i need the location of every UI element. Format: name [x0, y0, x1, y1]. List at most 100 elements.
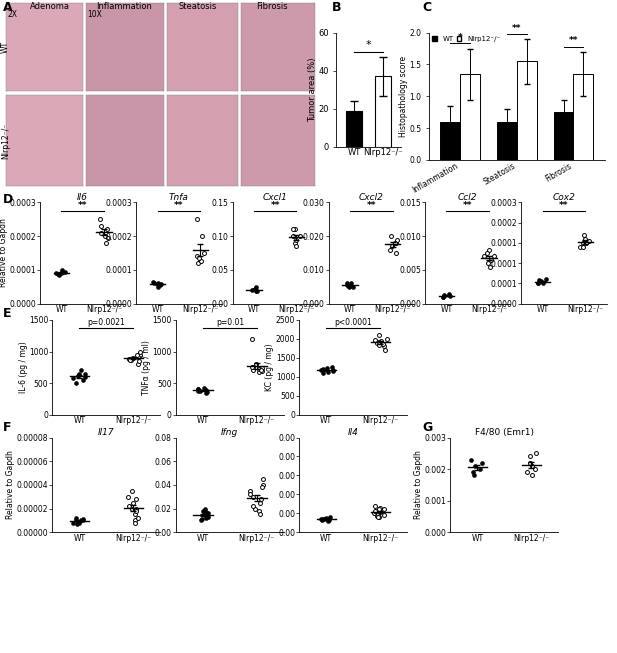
Point: [322, 514, 332, 524]
Point: [153, 281, 163, 292]
Point: [248, 492, 258, 502]
Point: [71, 513, 81, 523]
Point: [255, 494, 265, 504]
Point: [321, 513, 331, 523]
Y-axis label: Tumor area (%): Tumor area (%): [308, 57, 317, 122]
Title: Cxcl2: Cxcl2: [359, 193, 384, 202]
Point: [199, 383, 209, 393]
Point: [378, 339, 388, 349]
Point: [130, 509, 140, 520]
Point: [247, 285, 257, 295]
Point: [246, 486, 255, 496]
Point: [74, 517, 84, 528]
Point: [249, 365, 259, 375]
Point: [193, 258, 203, 268]
Point: [128, 486, 138, 496]
Text: **: **: [78, 200, 88, 210]
Point: [389, 238, 399, 248]
Point: [126, 355, 136, 365]
Text: C: C: [423, 1, 432, 14]
Title: Il6: Il6: [77, 193, 88, 202]
Point: [346, 278, 356, 289]
Point: [376, 502, 386, 513]
Text: **: **: [463, 200, 473, 210]
Text: **: **: [174, 200, 184, 210]
Point: [250, 284, 260, 295]
Point: [259, 473, 268, 484]
Bar: [516, 61, 537, 160]
Point: [526, 461, 536, 471]
Point: [328, 362, 337, 372]
Point: [73, 517, 83, 527]
Point: [193, 385, 203, 396]
Text: 10X: 10X: [88, 10, 102, 19]
Point: [379, 342, 389, 352]
Point: [522, 467, 532, 477]
Point: [192, 251, 202, 262]
Point: [322, 363, 332, 374]
Point: [197, 231, 207, 242]
Point: [579, 230, 589, 240]
Point: [373, 509, 383, 519]
Point: [288, 231, 298, 242]
Point: [322, 514, 332, 524]
Point: [249, 362, 259, 372]
Point: [71, 378, 81, 389]
Text: Inflammation: Inflammation: [96, 2, 152, 11]
Point: [247, 362, 257, 372]
Point: [202, 387, 212, 397]
Point: [533, 278, 543, 289]
Point: [155, 280, 165, 291]
Point: [466, 454, 476, 465]
Point: [439, 291, 449, 301]
Y-axis label: IL-6 (pg / mg): IL-6 (pg / mg): [19, 342, 28, 393]
Text: **: **: [512, 24, 521, 33]
Title: F4/80 (Emr1): F4/80 (Emr1): [475, 428, 534, 437]
Point: [257, 482, 267, 492]
Point: [60, 266, 70, 277]
Point: [375, 512, 384, 522]
Text: **: **: [366, 200, 376, 210]
Y-axis label: Relative to Gapdh: Relative to Gapdh: [0, 219, 8, 287]
Point: [73, 368, 83, 379]
Point: [376, 336, 386, 346]
Point: [318, 364, 328, 374]
Point: [154, 278, 164, 289]
Point: [474, 464, 484, 474]
Point: [76, 515, 86, 526]
Point: [254, 364, 264, 374]
Text: p=0.01: p=0.01: [216, 317, 244, 326]
Point: [258, 479, 268, 490]
Text: G: G: [423, 421, 433, 434]
Title: Ifng: Ifng: [222, 428, 238, 437]
Point: [56, 268, 65, 278]
Point: [201, 385, 210, 395]
Point: [291, 241, 301, 251]
Point: [78, 375, 88, 385]
Point: [156, 279, 166, 289]
Point: [379, 510, 389, 520]
Text: **: **: [559, 200, 569, 210]
Point: [373, 512, 383, 522]
Point: [342, 278, 352, 289]
Point: [246, 489, 255, 500]
Point: [439, 290, 449, 300]
Point: [73, 370, 83, 381]
Point: [133, 359, 143, 370]
Point: [485, 261, 495, 272]
Point: [580, 234, 590, 244]
Point: [534, 278, 544, 289]
Title: Il17: Il17: [98, 428, 115, 437]
Point: [251, 359, 261, 370]
Point: [76, 365, 86, 375]
Point: [370, 334, 380, 345]
Text: *: *: [366, 40, 371, 50]
Point: [469, 470, 479, 481]
Point: [534, 275, 544, 285]
Point: [72, 518, 81, 529]
Point: [123, 354, 133, 364]
Point: [194, 253, 204, 263]
Point: [387, 241, 397, 251]
Point: [123, 492, 133, 502]
Point: [486, 255, 495, 265]
